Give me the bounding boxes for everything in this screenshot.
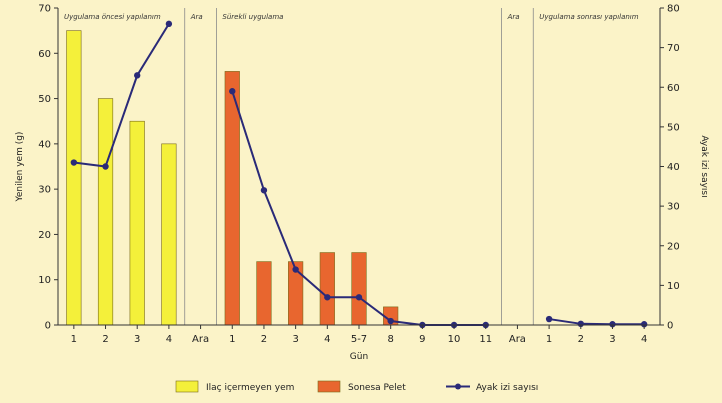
line-point xyxy=(545,315,553,323)
x-tick-label: 5-7 xyxy=(351,334,367,345)
y-tick-label-right: 70 xyxy=(667,43,680,54)
y-tick-label-right: 0 xyxy=(667,321,673,332)
bars xyxy=(66,30,399,326)
y-tick-label-left: 0 xyxy=(45,321,51,332)
legend-marker xyxy=(455,383,461,390)
y-tick-label-left: 40 xyxy=(38,139,51,150)
line-point xyxy=(609,321,616,328)
x-tick-label: 3 xyxy=(609,334,615,345)
y-tick-label-right: 50 xyxy=(667,122,680,133)
x-tick-label: 8 xyxy=(387,334,393,345)
y-tick-label-left: 10 xyxy=(38,275,51,286)
bar xyxy=(256,261,272,326)
phase-label: Uygulama öncesi yapılanım xyxy=(64,13,161,21)
legend-label: Ilaç içermeyen yem xyxy=(206,383,294,393)
y-tick-label-right: 60 xyxy=(667,83,680,94)
x-tick-label: 1 xyxy=(229,334,235,345)
axes: 0 10 20 30 40 50 60 70 0 10 20 30 40 50 60 70 80 1 2 3 4 Ara 1… xyxy=(15,4,709,363)
legend: Ilaç içermeyen yem Sonesa Pelet Ayak izi s… xyxy=(175,380,538,393)
y-tick-label-right: 10 xyxy=(667,281,680,292)
phase-label: Sürekli uygulama xyxy=(222,13,283,21)
x-tick-label: 2 xyxy=(261,334,267,345)
legend-label: Ayak izi sayısı xyxy=(476,383,538,393)
phase-label: Ara xyxy=(190,13,203,21)
bar xyxy=(66,30,82,326)
x-tick-label: 4 xyxy=(324,334,330,345)
line-point xyxy=(355,294,363,301)
y-tick-label-right: 30 xyxy=(667,202,680,213)
x-tick-label: 2 xyxy=(102,334,108,345)
phase-dividers: Uygulama öncesi yapılanım Ara Sürekli uygu… xyxy=(64,8,639,325)
x-tick-label: 10 xyxy=(448,334,461,345)
y-tick-label-right: 80 xyxy=(667,4,680,15)
y-tick-label-left: 30 xyxy=(38,185,51,196)
x-tick-label: 9 xyxy=(419,334,425,345)
bar xyxy=(129,120,145,326)
bar xyxy=(97,98,114,326)
x-tick-label: Ara xyxy=(192,334,209,345)
bar xyxy=(319,252,335,326)
line-point xyxy=(260,187,268,194)
series-line xyxy=(73,23,170,168)
x-tick-label: Ara xyxy=(509,334,526,345)
y-tick-label-left: 60 xyxy=(38,49,51,60)
y-axis-title-right: Ayak izi sayısı xyxy=(699,135,709,197)
x-axis-title: Gün xyxy=(350,352,368,362)
legend-swatch xyxy=(317,380,341,393)
x-tick-label: 3 xyxy=(292,334,298,345)
bar xyxy=(351,252,367,326)
x-tick-label: 2 xyxy=(578,334,584,345)
x-tick-label: 1 xyxy=(546,334,552,345)
x-tick-label: 11 xyxy=(479,334,492,345)
legend-swatch xyxy=(175,380,199,393)
line-point xyxy=(134,72,141,79)
phase-label: Uygulama sonrası yapılanım xyxy=(539,13,639,21)
line-point xyxy=(165,20,173,28)
line-point xyxy=(387,317,394,325)
line-point xyxy=(640,321,648,328)
phase-label: Ara xyxy=(507,13,520,21)
line-point xyxy=(102,163,109,170)
line-point xyxy=(292,266,299,273)
line-point xyxy=(324,294,331,301)
y-tick-label-left: 20 xyxy=(38,230,51,241)
line-point xyxy=(229,88,236,95)
x-tick-label: 3 xyxy=(134,334,140,345)
y-axis-title-left: Yenilen yem (g) xyxy=(15,132,25,203)
x-tick-label: 1 xyxy=(71,334,77,345)
y-tick-label-right: 40 xyxy=(667,162,680,173)
bar xyxy=(161,143,177,326)
line-point xyxy=(70,159,78,166)
y-tick-label-left: 70 xyxy=(38,4,51,15)
y-tick-label-left: 50 xyxy=(38,94,51,105)
series-line xyxy=(548,318,645,326)
legend-label: Sonesa Pelet xyxy=(348,383,406,393)
x-tick-label: 4 xyxy=(641,334,647,345)
y-tick-label-right: 20 xyxy=(667,241,680,252)
x-tick-label: 4 xyxy=(166,334,172,345)
